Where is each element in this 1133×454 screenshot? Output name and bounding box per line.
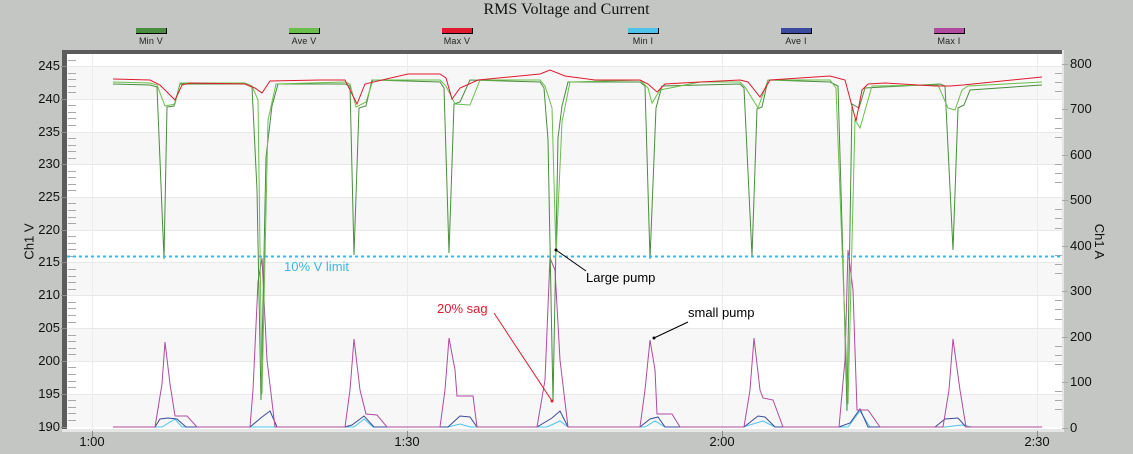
plot-frame-bottom [62,429,1064,432]
y-tick-right: 400 [1070,238,1092,253]
x-tick: 2:30 [1024,434,1050,449]
y-tick-right: 200 [1070,329,1092,344]
right-axis-ticks [1055,64,1068,429]
y-tick-left: 190 [38,419,60,434]
v-limit-label: 10% V limit [284,259,350,274]
legend-swatch-max-v [441,28,473,34]
x-tick: 1:30 [394,434,420,449]
y-tick-left: 245 [38,58,60,73]
y-tick-left: 210 [38,287,60,302]
small-pump-leader-dot [652,336,656,340]
y-tick-right: 600 [1070,147,1092,162]
legend-item-ave-i[interactable]: Ave I [756,28,836,46]
legend-swatch-max-i [933,28,965,34]
y-axis-title-right: Ch1 A [1092,223,1108,260]
legend-label-max-v: Max V [443,36,471,46]
large-pump-label: Large pump [586,270,656,285]
series-min-i [113,410,1042,428]
x-axis-ticks [92,431,1038,437]
plot-frame-left [62,50,67,431]
y-tick-right: 100 [1070,374,1092,389]
y-tick-left: 205 [38,320,60,335]
legend-item-max-v[interactable]: Max V [417,28,497,46]
chart-title: RMS Voltage and Current [483,1,650,18]
x-tick: 2:00 [709,434,735,449]
legend-label-ave-i: Ave I [785,36,807,46]
plot-background [67,53,1062,429]
small-pump-leader-line [653,321,689,339]
y-tick-left: 230 [38,156,60,171]
plot-frame-top [62,50,1064,54]
sag-leader-dot [550,399,554,403]
grid-lines-vertical [92,53,1038,429]
y-tick-right: 0 [1070,420,1078,435]
legend-swatch-ave-i [780,28,812,34]
y-tick-right: 500 [1070,192,1092,207]
legend-item-min-v[interactable]: Min V [111,28,191,46]
sag-leader-line [493,312,553,402]
series-ave-i [113,407,1042,428]
y-tick-right: 300 [1070,283,1092,298]
y-tick-left: 225 [38,189,60,204]
x-tick: 1:00 [79,434,105,449]
legend-label-max-i: Max I [937,36,961,46]
legend-item-ave-v[interactable]: Ave V [264,28,344,46]
left-axis-ticks [68,60,76,421]
series-max-v [112,69,1043,122]
y-tick-left: 200 [38,353,60,368]
left-axis-major-ticks [61,66,67,428]
large-pump-leader-dot [554,248,558,252]
legend-label-min-i: Min I [632,36,654,46]
series-ave-v [112,79,1043,405]
small-pump-label: small pump [688,305,755,320]
legend-label-ave-v: Ave V [291,36,317,46]
y-tick-left: 220 [38,222,60,237]
y-tick-left: 235 [38,124,60,139]
legend-swatch-min-i [627,28,659,34]
y-axis-title-left: Ch1 V [21,223,37,260]
y-tick-right: 800 [1070,56,1092,71]
sag-label: 20% sag [437,301,488,316]
legend-item-min-i[interactable]: Min I [603,28,683,46]
y-tick-left: 215 [38,254,60,269]
large-pump-leader-line [555,249,587,272]
y-tick-right: 700 [1070,101,1092,116]
legend-swatch-min-v [135,28,167,34]
y-tick-left: 240 [38,91,60,106]
legend-label-min-v: Min V [138,36,163,46]
y-tick-left: 195 [38,386,60,401]
plot-frame-right [1062,50,1064,432]
legend-swatch-ave-v [288,28,320,34]
legend-item-max-i[interactable]: Max I [909,28,989,46]
